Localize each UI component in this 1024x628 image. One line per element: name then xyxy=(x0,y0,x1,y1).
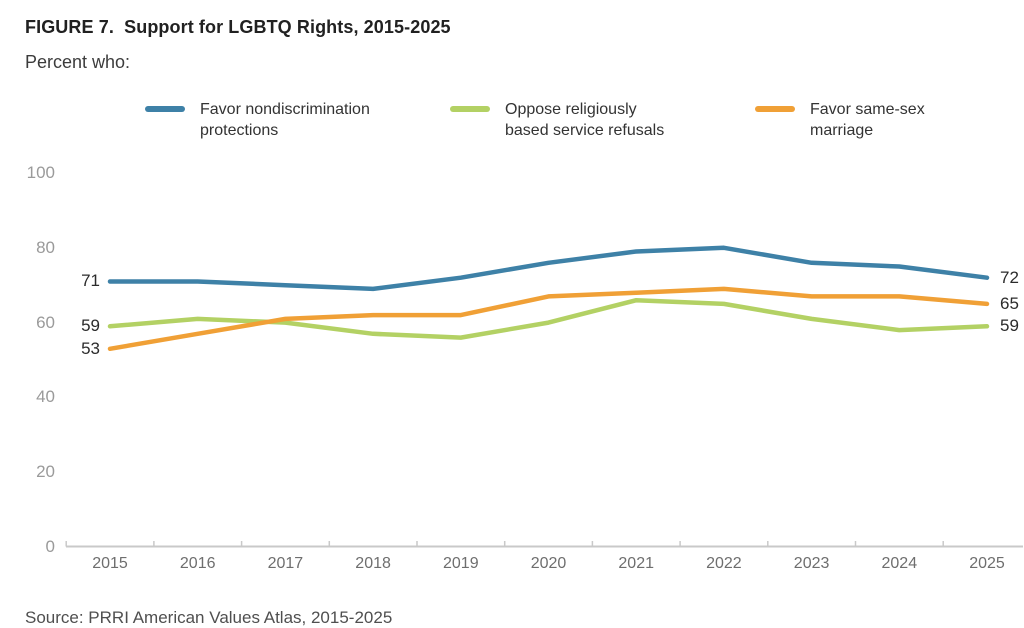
x-axis-year-label: 2016 xyxy=(179,555,216,572)
x-axis-year-label: 2020 xyxy=(530,555,567,572)
y-axis-tick-label: 80 xyxy=(36,237,55,257)
legend-label-same-sex-marriage: Favor same-sex marriage xyxy=(810,99,925,141)
series-line-oppose-religiously-based-service-refusals xyxy=(107,297,990,340)
x-axis-year-label: 2024 xyxy=(881,555,918,572)
legend-label-line: marriage xyxy=(810,122,874,139)
series-start-value-label: 53 xyxy=(81,338,100,358)
y-axis-tick-label: 20 xyxy=(36,462,55,482)
legend-item-same-sex-marriage: Favor same-sex marriage xyxy=(755,99,925,141)
x-axis-year-label: 2021 xyxy=(618,555,654,572)
series-line-favor-nondiscrimination-protections xyxy=(107,245,990,292)
y-axis-tick-label: 0 xyxy=(45,537,55,556)
legend-item-nondiscrimination: Favor nondiscrimination protections xyxy=(145,99,370,141)
series-end-value-label: 65 xyxy=(1000,293,1019,313)
legend-label-line: protections xyxy=(200,122,279,139)
legend-swatch-orange-icon xyxy=(755,106,795,112)
legend-swatch-blue-icon xyxy=(145,106,185,112)
series-start-value-label: 71 xyxy=(81,271,100,291)
series-start-value-label: 59 xyxy=(81,316,100,336)
y-axis-tick-label: 40 xyxy=(36,387,55,407)
x-axis-year-label: 2022 xyxy=(706,555,742,572)
legend-label-line: Oppose religiously xyxy=(505,101,637,118)
x-axis-year-label: 2025 xyxy=(969,555,1005,572)
figure-subtitle: Percent who: xyxy=(25,52,131,72)
legend-label-line: Favor nondiscrimination xyxy=(200,101,370,118)
x-axis-year-label: 2018 xyxy=(355,555,391,572)
legend-label-service-refusals: Oppose religiously based service refusal… xyxy=(505,99,664,141)
x-axis-year-label: 2019 xyxy=(443,555,479,572)
series-end-value-label: 59 xyxy=(1000,316,1019,336)
figure-title: FIGURE 7. Support for LGBTQ Rights, 2015… xyxy=(25,17,451,37)
legend-label-nondiscrimination: Favor nondiscrimination protections xyxy=(200,99,370,141)
y-axis-tick-label: 100 xyxy=(26,163,55,182)
legend-label-line: Favor same-sex xyxy=(810,101,925,118)
series-line-favor-same-sex-marriage xyxy=(107,286,990,352)
x-axis-year-label: 2017 xyxy=(267,555,304,572)
series-end-value-label: 72 xyxy=(1000,267,1019,287)
source-note: Source: PRRI American Values Atlas, 2015… xyxy=(25,608,393,627)
x-axis-year-label: 2015 xyxy=(92,555,128,572)
legend-swatch-green-icon xyxy=(450,106,490,112)
legend-label-line: based service refusals xyxy=(505,122,665,139)
x-axis-year-label: 2023 xyxy=(793,555,830,572)
y-axis-tick-label: 60 xyxy=(36,312,55,332)
legend-item-service-refusals: Oppose religiously based service refusal… xyxy=(450,99,664,141)
